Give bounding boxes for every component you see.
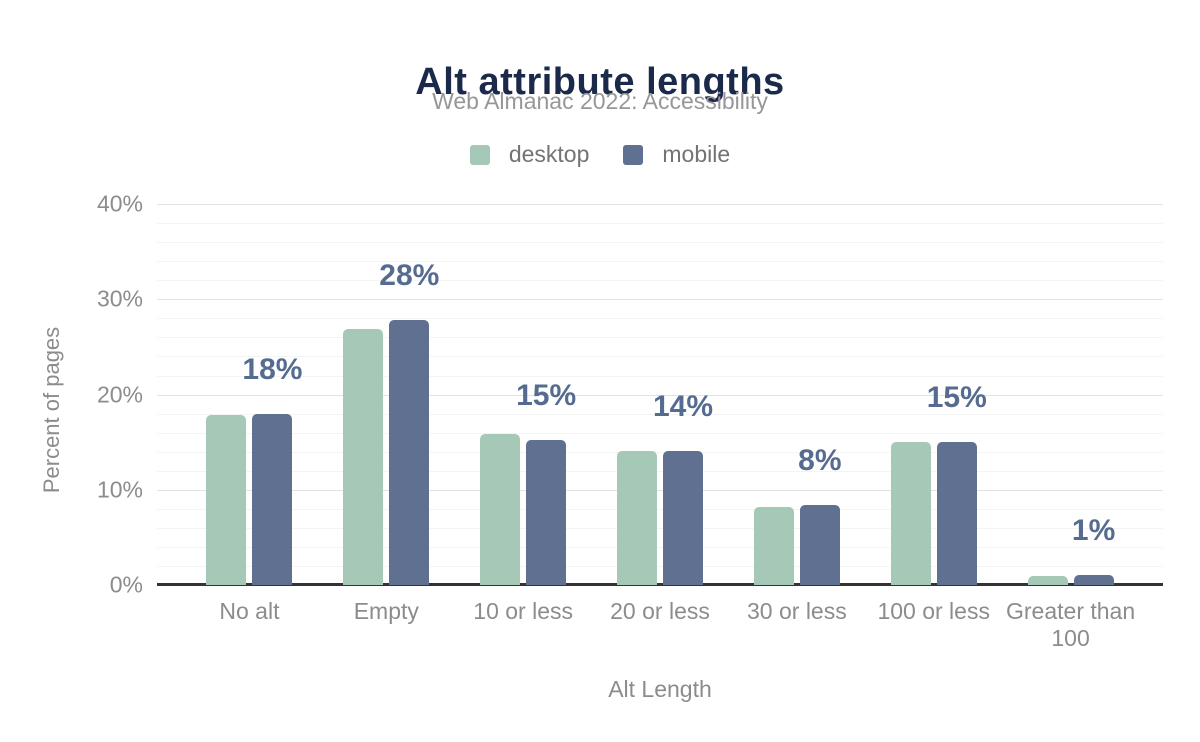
y-tick-label: 20% [96, 381, 143, 407]
plot-area [157, 204, 1163, 586]
minor-gridline [157, 432, 1163, 434]
minor-gridline [157, 413, 1163, 415]
major-gridline [157, 394, 1163, 396]
value-label: 18% [242, 352, 303, 386]
bar-pair [206, 413, 293, 585]
x-tick-label: No alt [219, 598, 280, 624]
mobile-bar [1073, 574, 1114, 585]
desktop-bar [343, 328, 384, 585]
bar-pair [1027, 574, 1114, 585]
category-column: 28% Empty [318, 204, 455, 624]
chart-title: Alt attribute lengths [415, 61, 785, 104]
minor-gridline [157, 565, 1163, 567]
category-column: 1% Greater than 100 [1002, 204, 1139, 651]
desktop-bar [753, 506, 794, 585]
minor-gridline [157, 318, 1163, 320]
bar-pair [343, 320, 430, 585]
category-column: 14% 20 or less [592, 204, 729, 624]
x-tick-label: Empty [353, 598, 419, 624]
y-axis-ticks: 0% 10% 20% 30% 40% [0, 192, 143, 596]
category-column: 18% No alt [181, 204, 318, 624]
value-label: 15% [516, 379, 577, 413]
legend: desktop mobile [0, 141, 1200, 168]
mobile-swatch-icon [623, 144, 644, 165]
x-tick-label: 100 or less [877, 598, 990, 624]
minor-gridline [157, 223, 1163, 225]
legend-label-mobile: mobile [662, 141, 731, 167]
value-label: 1% [1071, 513, 1116, 547]
bar-pair [617, 450, 703, 585]
mobile-bar [799, 505, 840, 585]
minor-gridline [157, 527, 1163, 529]
minor-gridline [157, 261, 1163, 263]
legend-label-desktop: desktop [508, 141, 590, 167]
category-column: 15% 10 or less [455, 204, 592, 624]
mobile-bar [389, 320, 430, 585]
desktop-bar [890, 442, 931, 585]
mobile-bar [526, 440, 567, 585]
desktop-bar [1027, 575, 1068, 585]
minor-gridline [157, 508, 1163, 510]
bars-area: 18% No alt 28% Empty 15% 10 or less 14% 20 or l… [157, 204, 1163, 651]
minor-gridline [157, 337, 1163, 339]
minor-gridline [157, 546, 1163, 548]
x-tick-label: 10 or less [473, 598, 573, 624]
major-gridline [157, 299, 1163, 301]
x-tick-label: 30 or less [747, 598, 847, 624]
major-gridline [157, 204, 1163, 205]
major-gridline [157, 489, 1163, 491]
minor-gridline [157, 242, 1163, 244]
legend-item-mobile: mobile [623, 141, 730, 168]
bar-pair [890, 442, 977, 585]
minor-gridline [157, 470, 1163, 472]
y-tick-label: 30% [96, 285, 143, 312]
minor-gridline [157, 280, 1163, 282]
mobile-bar [936, 442, 977, 585]
legend-item-desktop: desktop [469, 141, 590, 168]
bar-pair [480, 433, 567, 585]
value-label: 14% [652, 389, 714, 423]
value-label: 8% [798, 444, 842, 477]
x-tick-label: 20 or less [610, 598, 710, 624]
desktop-bar [206, 414, 247, 585]
desktop-swatch-icon [469, 144, 490, 165]
minor-gridline [157, 375, 1163, 377]
x-tick-label: Greater than 100 [1006, 598, 1136, 652]
x-axis-line [157, 583, 1163, 586]
desktop-bar [617, 450, 657, 585]
y-tick-label: 0% [109, 571, 143, 598]
x-axis-title: Alt Length [608, 676, 712, 702]
minor-gridline [157, 356, 1163, 358]
mobile-bar [663, 450, 703, 585]
y-tick-label: 40% [96, 190, 143, 217]
y-tick-label: 10% [96, 476, 143, 503]
minor-gridline [157, 451, 1163, 453]
mobile-bar [252, 413, 293, 585]
value-label: 15% [926, 381, 987, 415]
value-label: 28% [379, 259, 440, 293]
category-column: 8% 30 or less [728, 204, 865, 625]
desktop-bar [480, 433, 521, 585]
chart-subtitle: Web Almanac 2022: Accessibility [432, 88, 768, 114]
category-column: 15% 100 or less [865, 204, 1002, 624]
bar-pair [753, 505, 840, 585]
